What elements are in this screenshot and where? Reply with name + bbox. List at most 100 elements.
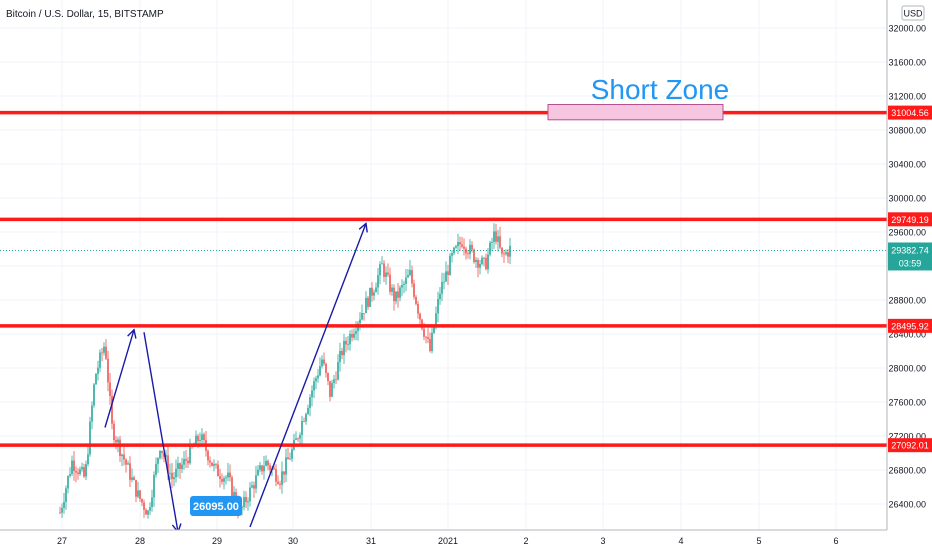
- candle-body: [427, 337, 429, 339]
- candle-body: [507, 252, 509, 257]
- candle-body: [453, 247, 455, 254]
- arrow-line: [143, 332, 179, 533]
- candle-body: [429, 338, 431, 351]
- candle-body: [151, 497, 153, 508]
- candle-body: [483, 257, 485, 259]
- candle-body: [305, 413, 307, 422]
- candle-body: [397, 291, 399, 298]
- time-axis[interactable]: 27 28 29 30 31 2021 2 3 4 5 6: [0, 529, 932, 550]
- candle-body: [247, 501, 249, 503]
- price-tick-label: 28000.00: [888, 364, 926, 374]
- candle-body: [455, 246, 457, 248]
- last-price-label: 29382.74: [891, 245, 929, 255]
- candle-body: [169, 472, 171, 474]
- candle-body: [281, 471, 283, 485]
- candle-body: [285, 457, 287, 475]
- candle-body: [103, 346, 105, 353]
- candle-body: [319, 366, 321, 376]
- candle-body: [203, 434, 205, 441]
- candle-body: [457, 242, 459, 247]
- candle-body: [229, 472, 231, 478]
- time-tick-label: 27: [57, 536, 67, 546]
- candle-body: [265, 460, 267, 466]
- candle-body: [173, 477, 175, 480]
- candle-body: [283, 471, 285, 475]
- candle-body: [249, 487, 251, 502]
- candle-body: [393, 287, 395, 302]
- short-zone-box[interactable]: [547, 104, 724, 121]
- candle-body: [365, 297, 367, 314]
- candle-body: [155, 463, 157, 475]
- candle-body: [257, 469, 259, 476]
- candle-body: [197, 435, 199, 442]
- candle-body: [297, 438, 299, 440]
- candle-body: [445, 271, 447, 282]
- candle-body: [129, 463, 131, 480]
- candle-body: [337, 362, 339, 380]
- candle-body: [181, 464, 183, 469]
- candle-body: [139, 490, 141, 499]
- short-zone[interactable]: Short Zone: [547, 74, 729, 121]
- candle-body: [501, 247, 503, 254]
- candle-body: [317, 375, 319, 379]
- candle-body: [67, 476, 69, 489]
- candle-body: [233, 492, 235, 497]
- candle-body: [339, 350, 341, 363]
- candle-body: [437, 298, 439, 314]
- candle-body: [355, 331, 357, 334]
- candle-body: [421, 319, 423, 329]
- candle-body: [159, 450, 161, 458]
- candle-body: [157, 457, 159, 464]
- countdown-label: 03:59: [899, 258, 922, 268]
- candle-body: [381, 263, 383, 265]
- candle-body: [113, 423, 115, 441]
- candle-body: [331, 382, 333, 397]
- level-badge: [888, 212, 932, 227]
- candle-body: [383, 263, 385, 277]
- candle-body: [469, 244, 471, 255]
- arrow-head: [127, 328, 137, 339]
- price-tick-label: 30800.00: [888, 126, 926, 136]
- candle-body: [509, 245, 511, 257]
- candle-body: [263, 465, 265, 472]
- price-tick-label: 30400.00: [888, 160, 926, 170]
- candle-body: [471, 244, 473, 250]
- candle-body: [361, 313, 363, 320]
- price-axis[interactable]: 26400.00 26800.00 27200.00 27600.00 28000.00…: [886, 0, 932, 530]
- price-tick-label: 26400.00: [888, 500, 926, 510]
- candle-body: [461, 244, 463, 247]
- candle-body: [211, 462, 213, 466]
- candle-body: [335, 379, 337, 381]
- candle-body: [343, 340, 345, 356]
- candle-body: [69, 474, 71, 477]
- candle-body: [353, 333, 355, 338]
- level-badge: [888, 105, 932, 120]
- candle-body: [433, 327, 435, 333]
- candle-body: [403, 283, 405, 285]
- candle-body: [195, 435, 197, 446]
- low-price-marker: 26095.00: [190, 496, 242, 516]
- candle-body: [371, 287, 373, 296]
- candle-body: [277, 481, 279, 484]
- trend-arrows[interactable]: [104, 222, 368, 534]
- currency-badge[interactable]: USD: [901, 5, 925, 21]
- candle-body: [497, 236, 499, 242]
- candle-body: [131, 477, 133, 480]
- candle-body: [261, 465, 263, 472]
- candle-body: [163, 453, 165, 457]
- candle-body: [475, 259, 477, 262]
- candle-body: [459, 242, 461, 245]
- candle-body: [295, 438, 297, 440]
- candle-body: [147, 510, 149, 515]
- candle-body: [89, 421, 91, 455]
- candle-body: [309, 397, 311, 408]
- candle-body: [91, 405, 93, 422]
- candle-body: [135, 479, 137, 497]
- candle-body: [375, 287, 377, 293]
- candle-body: [287, 457, 289, 460]
- candle-body: [313, 381, 315, 391]
- candle-body: [77, 472, 79, 475]
- candle-body: [109, 382, 111, 397]
- candle-body: [133, 477, 135, 480]
